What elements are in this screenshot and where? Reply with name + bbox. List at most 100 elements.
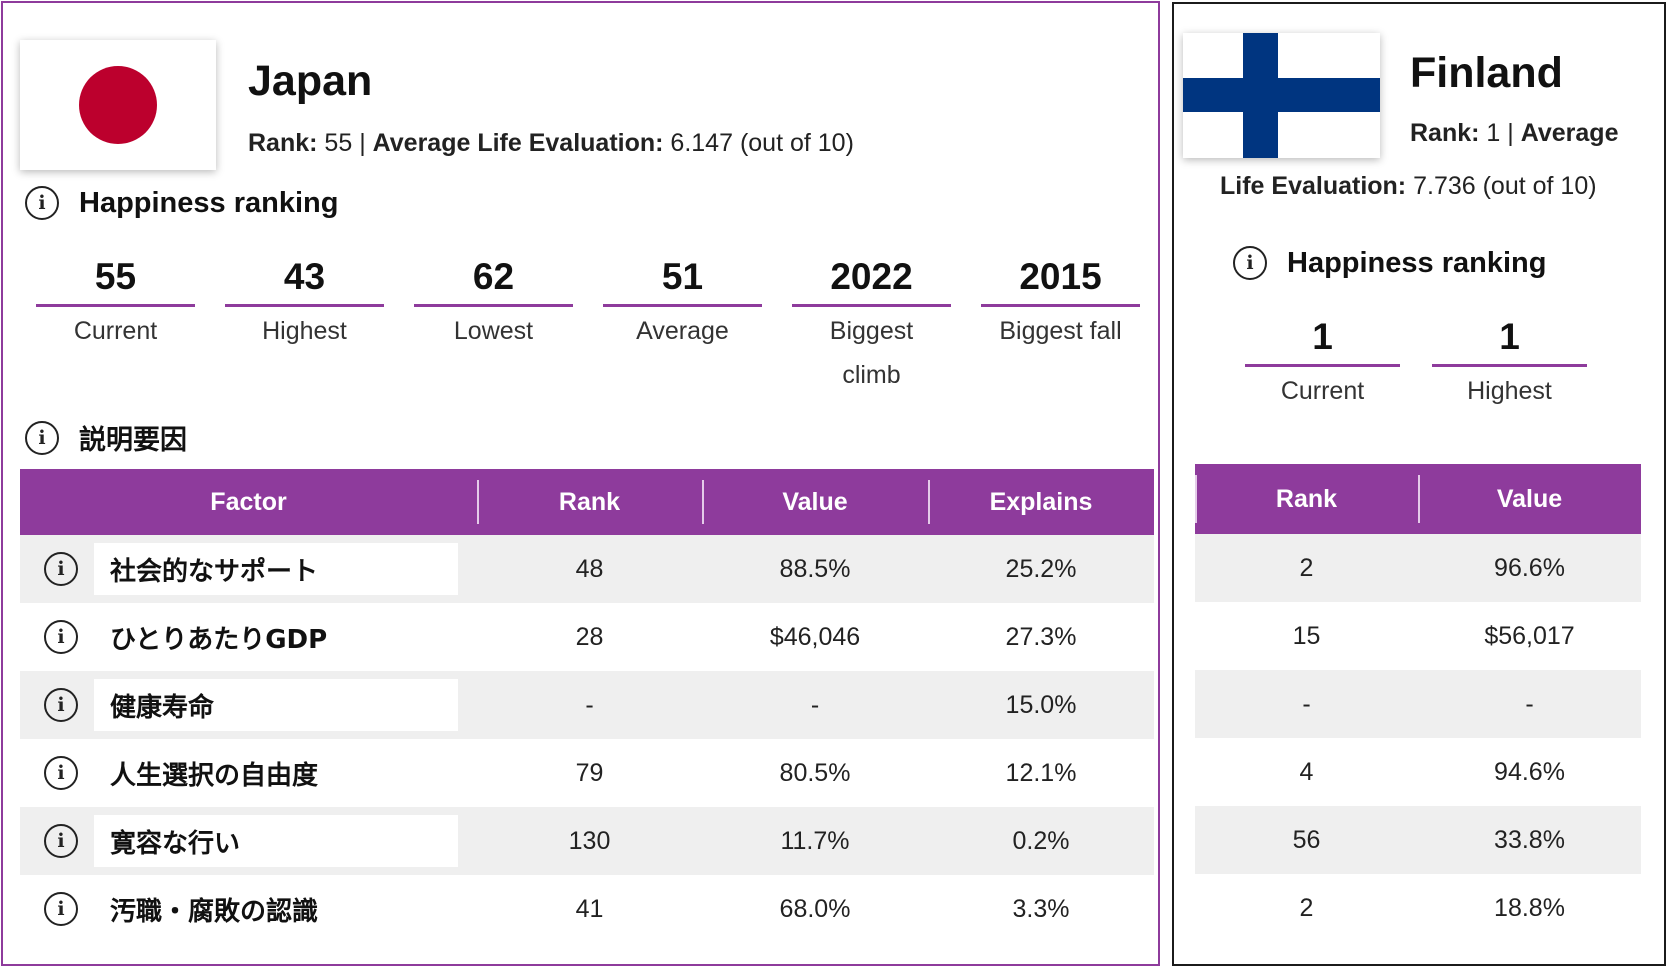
stat-underline: [1245, 364, 1400, 367]
stat-label: Current: [73, 317, 158, 345]
rank-cell: 2: [1195, 874, 1418, 942]
stat-label: Current: [1280, 377, 1365, 405]
table-row: i 人生選択の自由度 79 80.5% 12.1%: [20, 739, 1154, 807]
stat-lowest: 62 Lowest: [414, 250, 573, 353]
table-row: i 汚職・腐敗の認識 41 68.0% 3.3%: [20, 875, 1154, 943]
stat-value: 43: [283, 256, 326, 297]
info-circle-icon[interactable]: i: [44, 552, 78, 586]
rank-summary-continued: Life Evaluation: 7.736 (out of 10): [1220, 172, 1597, 201]
ale-value: 7.736: [1413, 172, 1476, 200]
stat-average: 51 Average: [603, 250, 762, 353]
rank-label: Rank:: [248, 129, 318, 157]
factor-cell: i 社会的なサポート: [20, 535, 477, 603]
rank-cell: 48: [477, 535, 702, 603]
info-circle-icon[interactable]: i: [1233, 246, 1267, 280]
rank-value: 1: [1486, 119, 1501, 147]
table-row: 4 94.6%: [1195, 738, 1641, 806]
stat-underline: [414, 304, 573, 307]
divider: |: [1507, 119, 1514, 147]
ale-label-part2: Life Evaluation:: [1220, 172, 1407, 200]
stat-current: 55 Current: [36, 250, 195, 353]
ale-label: Average Life Evaluation:: [372, 129, 664, 157]
table-header-row: Factor Rank Value Explains: [20, 469, 1154, 535]
happiness-ranking-heading: i Happiness ranking: [1233, 246, 1546, 280]
stat-value: 1: [1499, 316, 1520, 357]
ale-suffix: (out of 10): [1482, 172, 1597, 200]
table-row: i ひとりあたりGDP 28 $46,046 27.3%: [20, 603, 1154, 671]
factor-cell: i ひとりあたりGDP: [20, 603, 477, 671]
stat-value: 2022: [830, 256, 913, 297]
explains-cell: 15.0%: [928, 671, 1154, 739]
table-header-row: Rank Value: [1195, 464, 1641, 534]
explains-cell: 25.2%: [928, 535, 1154, 603]
factor-cell: i 汚職・腐敗の認識: [20, 875, 477, 943]
stat-biggest-fall: 2015 Biggest fall: [981, 250, 1140, 353]
info-circle-icon[interactable]: i: [25, 420, 59, 455]
col-header-explains: Explains: [928, 469, 1154, 535]
factor-name: 健康寿命: [94, 679, 458, 731]
ale-suffix: (out of 10): [739, 129, 854, 157]
stat-underline: [792, 304, 951, 307]
col-header-rank: Rank: [1195, 464, 1418, 534]
info-circle-icon[interactable]: i: [44, 688, 78, 722]
info-circle-icon[interactable]: i: [44, 892, 78, 926]
stat-value: 51: [661, 256, 704, 297]
stat-current: 1 Current: [1245, 310, 1400, 413]
table-row: i 寛容な行い 130 11.7% 0.2%: [20, 807, 1154, 875]
table-row: 15 $56,017: [1195, 602, 1641, 670]
factor-name: 社会的なサポート: [94, 543, 458, 595]
explains-cell: 12.1%: [928, 739, 1154, 807]
ale-label-part1: Average: [1520, 119, 1619, 147]
info-circle-icon[interactable]: i: [44, 756, 78, 790]
value-cell: 68.0%: [702, 875, 928, 943]
stat-underline: [225, 304, 384, 307]
rank-cell: -: [1195, 670, 1418, 738]
rank-cell: -: [477, 671, 702, 739]
value-cell: 96.6%: [1418, 534, 1641, 602]
rank-value: 55: [324, 129, 353, 157]
factor-cell: i 寛容な行い: [20, 807, 477, 875]
factors-heading-label: 説明要因: [79, 425, 187, 456]
japan-flag-icon: [20, 40, 216, 170]
value-cell: $56,017: [1418, 602, 1641, 670]
stat-label: Highest: [1467, 377, 1552, 405]
value-cell: 80.5%: [702, 739, 928, 807]
value-cell: -: [1418, 670, 1641, 738]
japan-panel: Japan Rank: 55 | Average Life Evaluation…: [1, 1, 1160, 966]
factor-cell: i 人生選択の自由度: [20, 739, 477, 807]
japan-factors-table: Factor Rank Value Explains i 社会的なサポート 48 …: [20, 469, 1154, 943]
info-circle-icon[interactable]: i: [44, 824, 78, 858]
table-row: - -: [1195, 670, 1641, 738]
factor-name: 寛容な行い: [94, 815, 458, 867]
divider: |: [359, 129, 366, 157]
col-header-value: Value: [702, 469, 928, 535]
rank-label: Rank:: [1410, 119, 1480, 147]
factor-name: 人生選択の自由度: [94, 747, 458, 799]
rank-cell: 15: [1195, 602, 1418, 670]
value-cell: 18.8%: [1418, 874, 1641, 942]
rank-summary: Rank: 1 | Average: [1410, 119, 1618, 148]
stat-label: Biggest fall: [999, 317, 1122, 345]
happiness-heading-label: Happiness ranking: [79, 186, 339, 219]
col-header-rank: Rank: [477, 469, 702, 535]
stat-highest: 43 Highest: [225, 250, 384, 353]
table-row: 2 96.6%: [1195, 534, 1641, 602]
stat-value: 1: [1312, 316, 1333, 357]
finland-factors-table: Rank Value 2 96.6% 15 $56,017 - - 4 94.6…: [1195, 464, 1641, 942]
stat-underline: [36, 304, 195, 307]
stat-value: 2015: [1019, 256, 1102, 297]
finland-flag-icon: [1183, 33, 1380, 158]
stat-underline: [981, 304, 1140, 307]
stat-label: Average: [636, 317, 729, 345]
info-circle-icon[interactable]: i: [44, 620, 78, 654]
rank-summary: Rank: 55 | Average Life Evaluation: 6.14…: [248, 129, 854, 158]
stat-underline: [1432, 364, 1587, 367]
factor-name: 汚職・腐敗の認識: [94, 883, 458, 935]
table-row: i 社会的なサポート 48 88.5% 25.2%: [20, 535, 1154, 603]
info-circle-icon[interactable]: i: [25, 186, 59, 220]
stat-underline: [603, 304, 762, 307]
value-cell: 11.7%: [702, 807, 928, 875]
value-cell: $46,046: [702, 603, 928, 671]
stat-value: 62: [472, 256, 515, 297]
value-cell: 94.6%: [1418, 738, 1641, 806]
